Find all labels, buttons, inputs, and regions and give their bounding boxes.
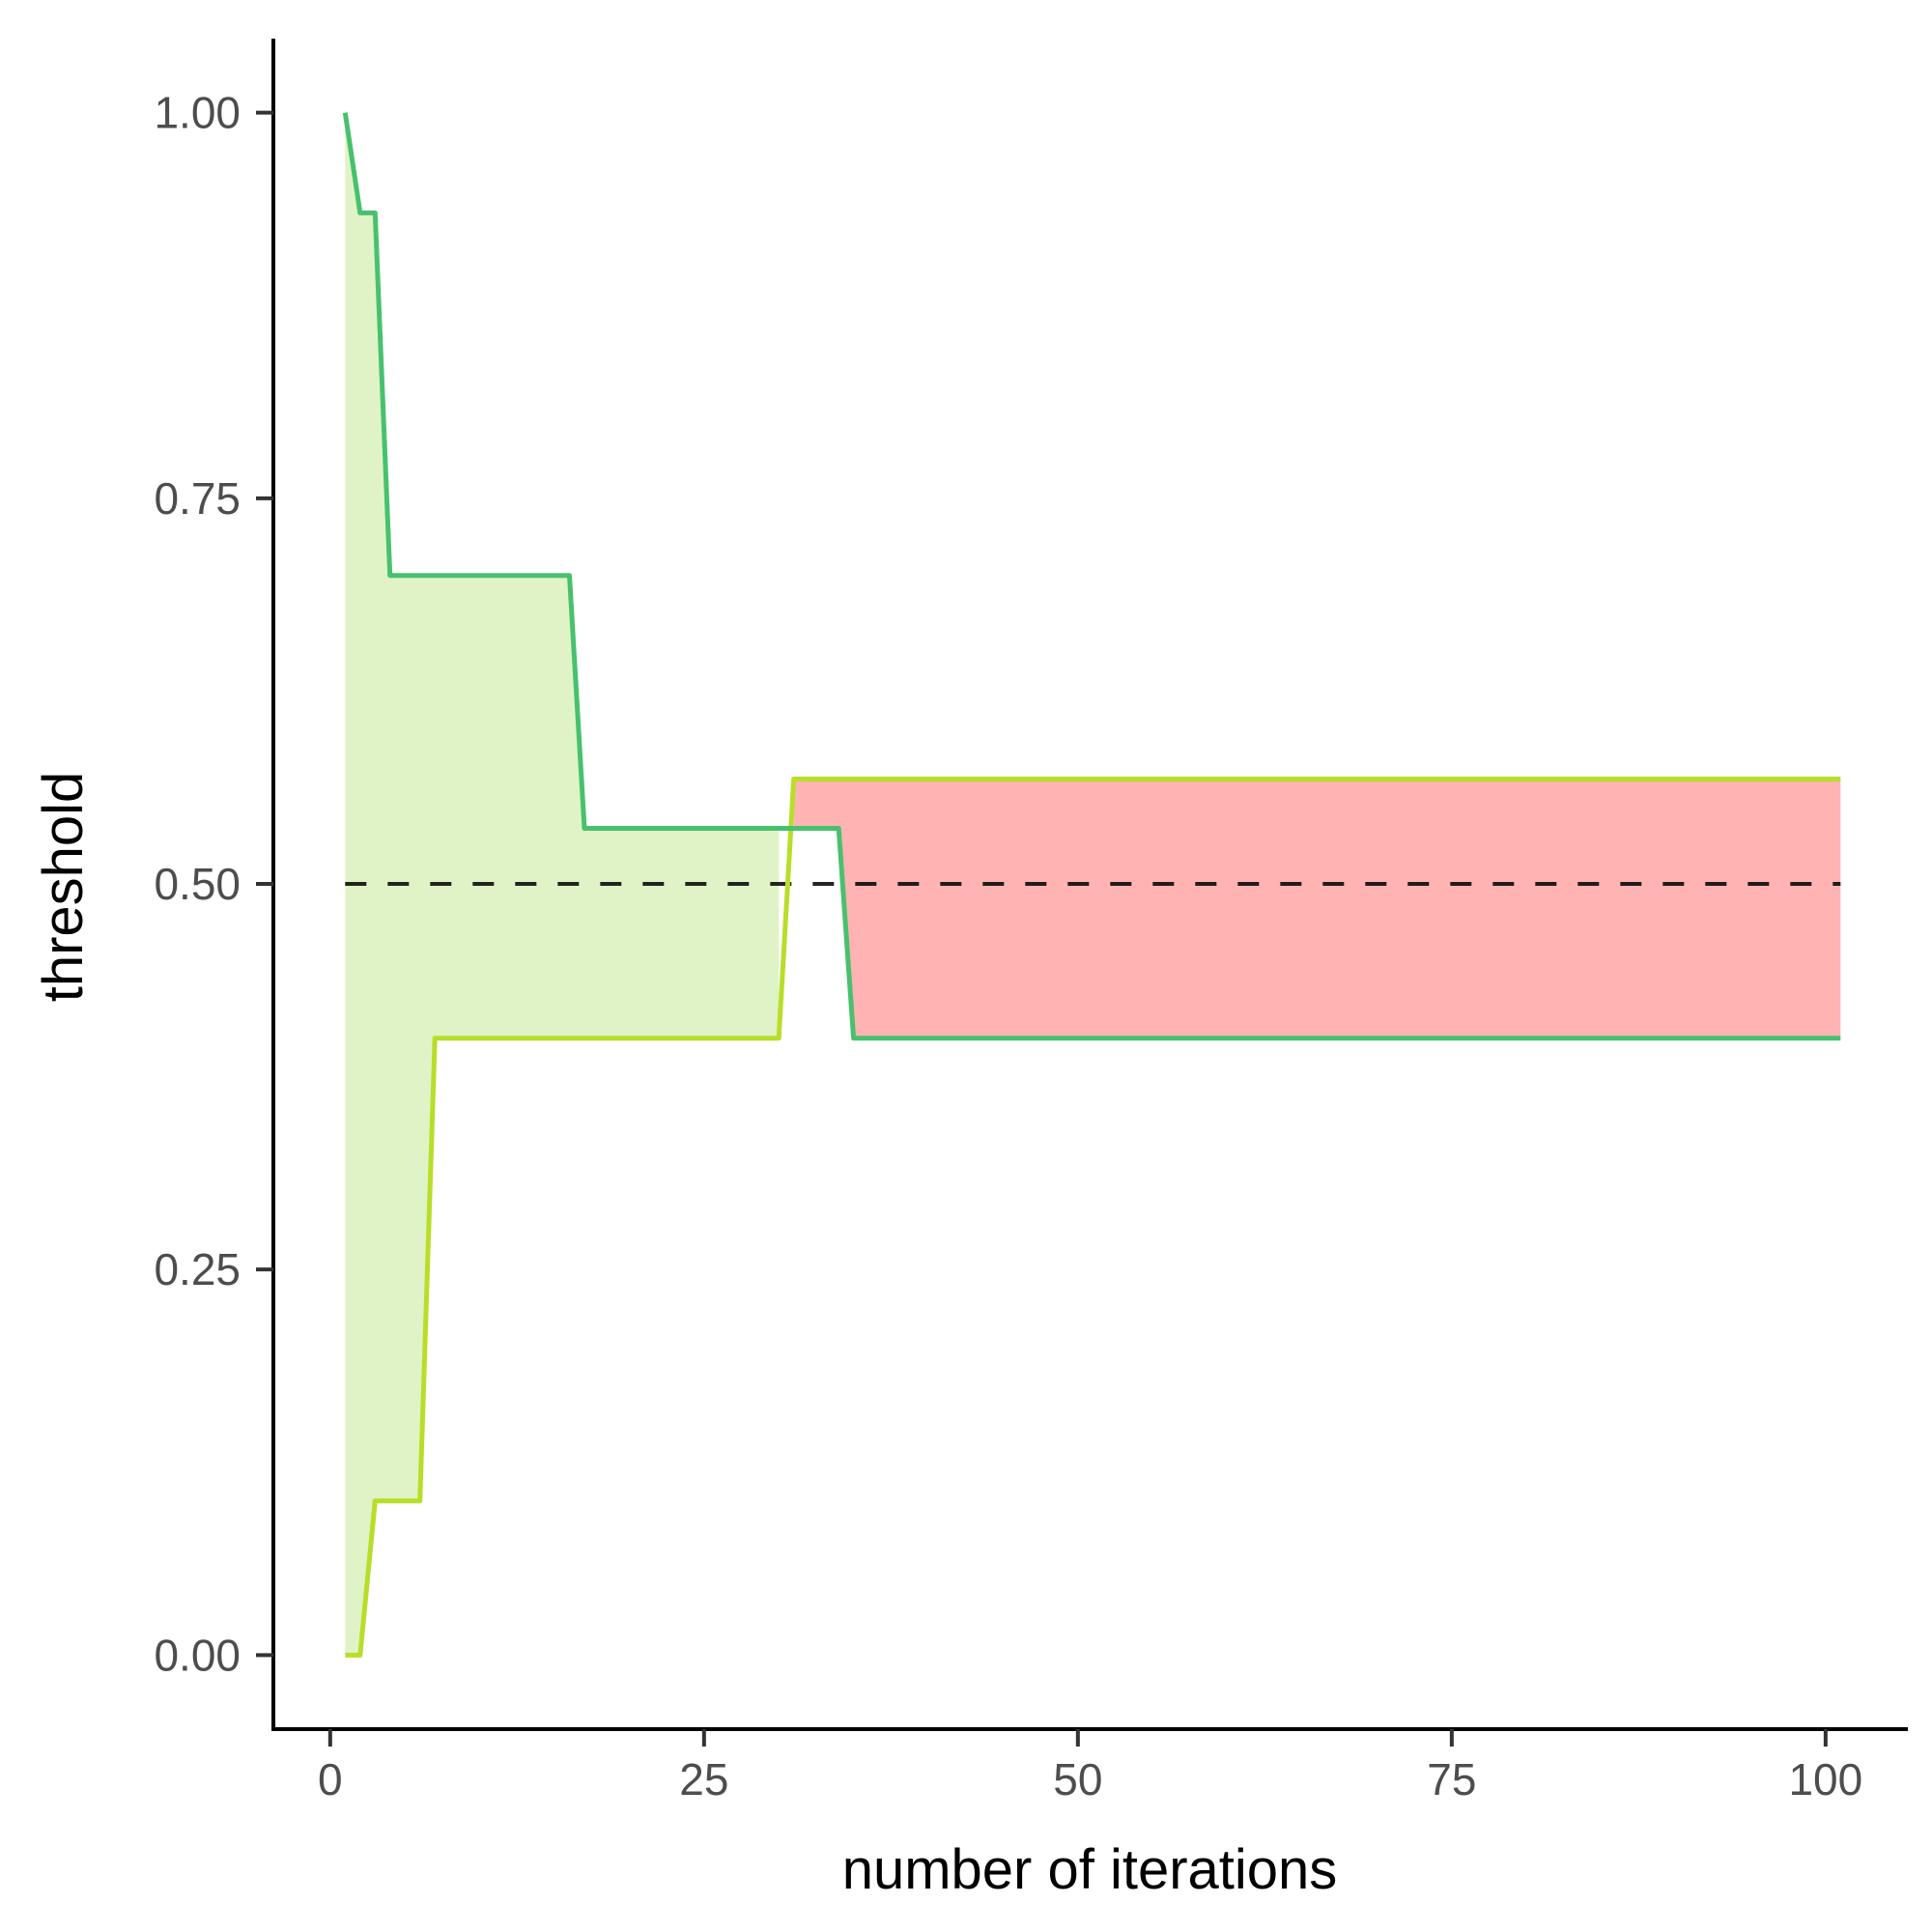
y-axis-title: threshold [32, 772, 95, 1003]
y-tick-label: 0.50 [154, 859, 241, 909]
y-tick-label: 1.00 [154, 88, 241, 138]
x-tick-label: 100 [1788, 1754, 1862, 1804]
y-tick-label: 0.25 [154, 1244, 241, 1294]
x-axis-title: number of iterations [842, 1838, 1338, 1901]
y-tick-label: 0.75 [154, 473, 241, 524]
x-tick-label: 75 [1427, 1754, 1476, 1804]
x-tick-label: 25 [679, 1754, 728, 1804]
x-tick-label: 0 [318, 1754, 343, 1804]
ribbon-lower-above-upper [794, 779, 1841, 1037]
x-tick-label: 50 [1053, 1754, 1102, 1804]
y-tick-label: 0.00 [154, 1630, 241, 1680]
